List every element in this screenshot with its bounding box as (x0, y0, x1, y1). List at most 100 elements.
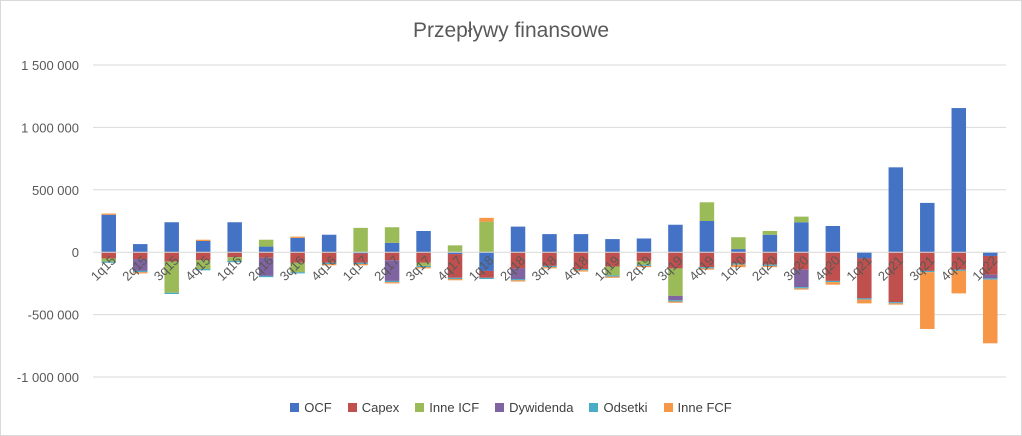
bar-capex (447, 254, 463, 278)
bar-odsetki (983, 278, 998, 280)
y-tick-label: -500 000 (28, 308, 79, 323)
bar-ocf (164, 222, 179, 253)
bar-inne-icf (416, 262, 431, 266)
bar-ocf (573, 234, 589, 253)
bar-odsetki (164, 292, 179, 295)
bar-capex (794, 252, 809, 270)
bar-ocf (699, 221, 715, 253)
bar-ocf (353, 252, 368, 254)
bar-dywidenda (668, 295, 683, 301)
bar-inne-fcf (447, 279, 463, 281)
bar-capex (321, 252, 337, 263)
bar-ocf (384, 242, 400, 253)
bar-capex (132, 252, 148, 260)
y-tick-label: 1 500 000 (21, 58, 79, 73)
legend-item: Dywidenda (495, 400, 573, 415)
bar-capex (227, 252, 242, 258)
bar-inne-fcf (416, 267, 431, 269)
bar-capex (290, 252, 305, 263)
bar-odsetki (888, 302, 904, 304)
bar-inne-icf (762, 230, 778, 235)
bar-capex (983, 255, 998, 275)
bar-ocf (258, 246, 274, 253)
bar-inne-icf (258, 239, 274, 247)
bar-inne-fcf (605, 276, 620, 278)
bar-ocf (951, 108, 967, 253)
bar-inne-fcf (132, 272, 148, 274)
bar-inne-fcf (951, 270, 967, 294)
bar-inne-icf (164, 261, 179, 293)
bar-capex (951, 252, 967, 270)
bar-capex (353, 253, 368, 263)
bar-capex (699, 252, 715, 268)
bar-inne-fcf (636, 265, 652, 268)
bar-inne-icf (699, 202, 715, 221)
bar-odsetki (479, 277, 494, 280)
bar-ocf (825, 225, 841, 253)
bar-capex (542, 252, 557, 266)
bar-inne-icf (101, 258, 116, 262)
bar-inne-fcf (542, 267, 557, 269)
bar-odsetki (857, 298, 872, 300)
bar-inne-icf (605, 266, 620, 276)
bar-ocf (290, 237, 305, 253)
legend-label: Inne ICF (429, 400, 480, 415)
bar-inne-fcf (857, 299, 872, 304)
bar-inne-fcf (825, 282, 841, 285)
legend-swatch (290, 403, 300, 412)
legend-swatch (347, 403, 357, 412)
bar-capex (101, 252, 116, 259)
legend-item: OCF (290, 400, 332, 415)
gridlines (93, 64, 1006, 378)
bar-dywidenda (510, 268, 526, 280)
bar-ocf (479, 252, 494, 271)
bar-odsetki (195, 269, 211, 271)
bar-capex (668, 252, 683, 269)
bar-inne-icf (290, 262, 305, 273)
bar-ocf (510, 226, 526, 253)
bar-odsetki (447, 277, 463, 280)
legend-item: Odsetki (589, 400, 648, 415)
bar-ocf (762, 234, 778, 253)
bar-odsetki (731, 263, 746, 265)
bar-capex (573, 252, 589, 270)
bar-odsetki (384, 280, 400, 283)
bar-ocf (447, 252, 463, 255)
bar-inne-icf (479, 221, 494, 253)
legend-label: Dywidenda (509, 400, 574, 415)
bar-capex (258, 252, 274, 258)
bar-inne-icf (227, 257, 242, 261)
bar-odsetki (605, 275, 620, 277)
bar-capex (195, 252, 211, 261)
bar-inne-fcf (668, 301, 683, 303)
bar-ocf (731, 249, 746, 253)
bar-ocf (888, 167, 904, 253)
bar-dywidenda (258, 257, 274, 276)
legend-label: Capex (361, 400, 400, 415)
bar-dywidenda (794, 269, 809, 288)
bar-inne-fcf (888, 303, 904, 305)
y-tick-label: -1 000 000 (17, 370, 79, 385)
bar-ocf (101, 214, 116, 253)
bar-capex (384, 252, 400, 261)
bar-inne-fcf (321, 264, 337, 266)
bar-capex (731, 252, 746, 264)
bar-ocf (321, 234, 337, 253)
bar-dywidenda (384, 260, 400, 281)
bar-odsetki (825, 280, 841, 283)
y-tick-label: 0 (72, 245, 79, 260)
bar-ocf (636, 238, 652, 253)
legend-item: Inne ICF (415, 400, 479, 415)
legend-item: Inne FCF (663, 400, 732, 415)
bar-inne-fcf (794, 288, 809, 290)
bar-capex (479, 270, 494, 278)
bar-odsetki (258, 275, 274, 278)
bar-odsetki (510, 279, 526, 281)
bar-dywidenda (983, 274, 998, 279)
chart-title: Przepływy finansowe (413, 19, 609, 42)
bar-inne-icf (447, 245, 463, 253)
bar-odsetki (636, 264, 652, 266)
legend-item: Capex (347, 400, 400, 415)
